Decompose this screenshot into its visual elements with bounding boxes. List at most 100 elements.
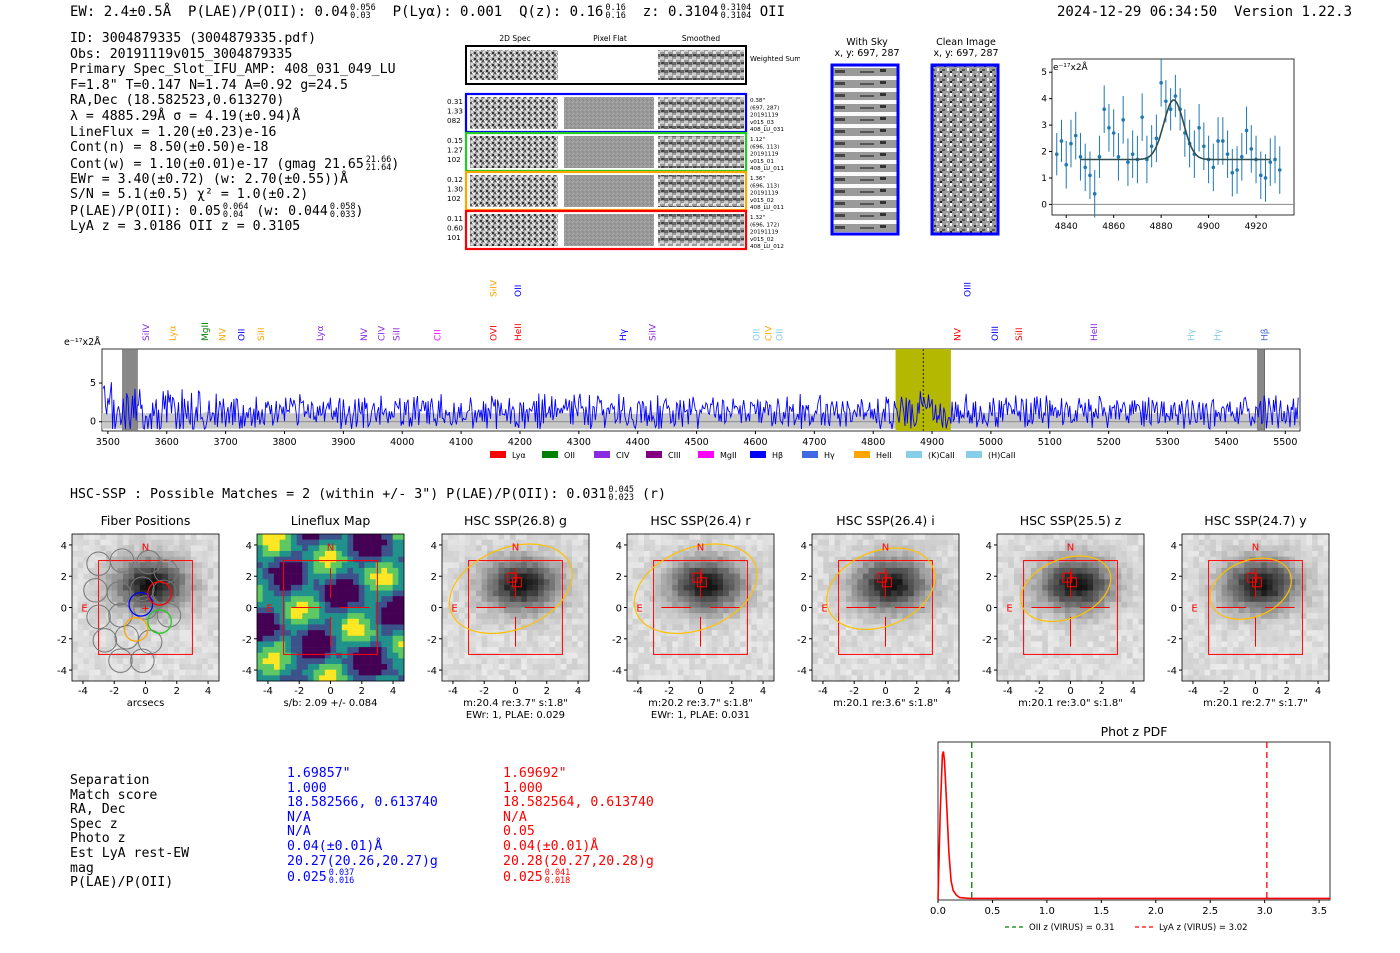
cutout-pixel (762, 618, 769, 625)
cutout-pixel (1193, 534, 1200, 540)
cutout-pixel (1227, 573, 1234, 580)
cutout-pixel (77, 567, 84, 574)
cutout-pixel (683, 590, 690, 597)
cutout-pixel (1323, 539, 1330, 546)
cutout-pixel (583, 664, 590, 670)
cutout-pixel (1098, 669, 1105, 676)
cutout-pixel (751, 675, 758, 682)
cutout-pixel (834, 539, 841, 546)
cutout-pixel (470, 550, 477, 557)
cutout-pixel (700, 641, 707, 648)
cutout-pixel (72, 539, 78, 546)
cutout-pixel (196, 630, 203, 637)
cutout-pixel (1221, 607, 1228, 614)
lineflux-pixel (358, 658, 365, 665)
cutout-pixel (1295, 573, 1302, 580)
lineflux-pixel (296, 641, 303, 648)
cutout-pixel (868, 545, 875, 552)
cutout-pixel (1138, 584, 1145, 591)
cutout-pixel (190, 601, 197, 608)
cutout-pixel (677, 556, 684, 563)
cutout-pixel (936, 596, 943, 603)
cutout-pixel (1204, 539, 1211, 546)
cutout-pixel (185, 664, 192, 670)
lineflux-pixel (262, 579, 269, 586)
cutout-pixel (851, 613, 858, 620)
cutout-pixel (1283, 556, 1290, 563)
cutout-pixel (874, 607, 881, 614)
cutout-pixel (913, 641, 920, 648)
cutout-pixel (694, 624, 701, 631)
cutout-pixel (139, 658, 146, 665)
cutout-pixel (538, 607, 545, 614)
cutout-pixel (207, 647, 214, 654)
cutout-pixel (1098, 545, 1105, 552)
cutout-pixel (134, 641, 141, 648)
cutout-pixel (105, 641, 112, 648)
cutout-pixel (874, 647, 881, 654)
cutout-pixel (1070, 579, 1077, 586)
lineflux-pixel (347, 584, 354, 591)
cutout-pixel (475, 624, 482, 631)
line-fit-xtick-label: 4840 (1055, 222, 1078, 232)
lineflux-pixel (279, 590, 286, 597)
line-fit-point (1277, 168, 1282, 172)
cutout-pixel (1030, 647, 1037, 654)
cutout-pixel (1064, 675, 1071, 682)
lineflux-pixel (398, 618, 405, 625)
cutout-pixel (1013, 539, 1020, 546)
cutout-pixel (134, 635, 141, 642)
lineflux-pixel (364, 596, 371, 603)
cutout-pixel (896, 652, 903, 659)
cutout-pixel (577, 658, 584, 665)
cutout-pixel (857, 579, 864, 586)
cutout-pixel (1115, 562, 1122, 569)
spectrum-xtick-label: 3900 (331, 437, 355, 448)
cutout-pixel (627, 624, 633, 631)
cutout-pixel (481, 601, 488, 608)
lineflux-pixel (330, 601, 337, 608)
cutout-pixel (1070, 635, 1077, 642)
cutout-pixel (1238, 596, 1245, 603)
cutout-pixel (196, 579, 203, 586)
cutout-pixel (689, 613, 696, 620)
cutout-pixel (717, 658, 724, 665)
cutout-pixel (1127, 607, 1133, 614)
cutout-pixel (543, 534, 550, 540)
cutout-pixel (1036, 562, 1043, 569)
spec2d-row-right-label: 1.12" (750, 137, 765, 143)
cutout-pixel (1266, 556, 1273, 563)
cutout-pixel (1182, 539, 1188, 546)
cutout-pixel (1289, 613, 1296, 620)
cutout-pixel (151, 539, 158, 546)
cutout-pixel (1204, 567, 1211, 574)
cutout-pixel (1042, 613, 1049, 620)
cutout-pixel (1295, 562, 1302, 569)
cutout-pixel (583, 579, 590, 586)
cutout-pixel (728, 630, 735, 637)
cutout-pixel (487, 556, 494, 563)
lineflux-pixel (307, 630, 314, 637)
cutout-pixel (683, 584, 690, 591)
cutout-pixel (117, 596, 124, 603)
cutout-pixel (538, 624, 545, 631)
lineflux-pixel (302, 630, 309, 637)
cutout-pixel (655, 635, 662, 642)
cutout-pixel (1132, 647, 1139, 654)
cutout-pixel (757, 647, 763, 654)
cutout-pixel (526, 635, 533, 642)
cutout-xtick-label: 4 (390, 686, 396, 697)
lineflux-pixel (324, 664, 331, 670)
cutout-pixel (196, 635, 203, 642)
lineflux-pixel (296, 584, 303, 591)
lineflux-pixel (268, 675, 275, 682)
lineflux-pixel (290, 669, 297, 676)
lineflux-pixel (302, 534, 309, 540)
cutout-pixel (1182, 601, 1188, 608)
cutout-pixel (840, 556, 847, 563)
cutout-pixel (442, 664, 448, 670)
cutout-pixel (128, 534, 135, 540)
cutout-pixel (762, 596, 769, 603)
cutout-pixel (902, 579, 909, 586)
cutout-pixel (1300, 601, 1307, 608)
